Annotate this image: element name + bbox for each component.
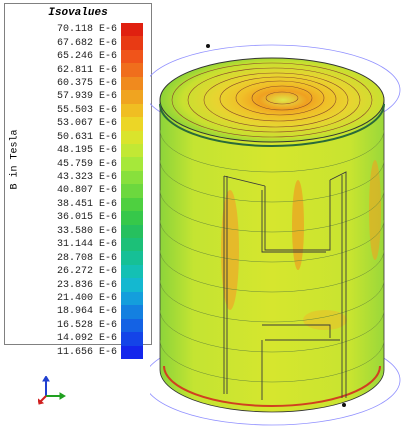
legend-title: Isovalues: [48, 7, 108, 19]
legend-value: 11.656 E-6: [56, 346, 117, 358]
legend-swatch: [121, 36, 143, 50]
legend-row: 18.964 E-6: [27, 305, 151, 319]
legend-value: 53.067 E-6: [56, 118, 117, 130]
bottom-rim-band: [163, 365, 381, 407]
legend-row: 55.503 E-6: [27, 103, 151, 118]
cylinder-side-surface: [159, 99, 385, 413]
x-axis-head: [38, 398, 45, 405]
legend-value: 62.811 E-6: [56, 64, 117, 76]
top-rim-band: [159, 103, 385, 147]
legend-swatch: [121, 143, 143, 158]
legend-list: 70.118 E-6 67.682 E-6 65.246 E-6 62.811 E-6…: [27, 23, 151, 359]
legend-value: 40.807 E-6: [56, 185, 117, 197]
cylinder-top-surface: [159, 57, 385, 143]
legend-row: 48.195 E-6: [27, 143, 151, 158]
legend-value: 23.836 E-6: [56, 279, 117, 291]
legend-row: 62.811 E-6: [27, 63, 151, 77]
legend-row: 36.015 E-6: [27, 211, 151, 225]
legend-value: 55.503 E-6: [56, 104, 117, 116]
legend-swatch: [121, 251, 143, 265]
legend-swatch: [121, 103, 143, 118]
legend-row: 57.939 E-6: [27, 90, 151, 104]
y-axis-head: [59, 392, 66, 400]
legend-value: 70.118 E-6: [56, 24, 117, 36]
legend-row: 21.400 E-6: [27, 291, 151, 306]
legend-row: 53.067 E-6: [27, 117, 151, 131]
legend-value: 21.400 E-6: [56, 292, 117, 304]
legend-value: 16.528 E-6: [56, 319, 117, 331]
legend-row: 11.656 E-6: [27, 345, 151, 359]
legend-row: 16.528 E-6: [27, 318, 151, 333]
legend-row: 60.375 E-6: [27, 76, 151, 91]
legend-row: 70.118 E-6: [27, 23, 151, 37]
legend-value: 60.375 E-6: [56, 77, 117, 89]
legend-swatch: [121, 238, 143, 252]
legend-row: 40.807 E-6: [27, 184, 151, 198]
legend-swatch: [121, 332, 143, 346]
legend-row: 26.272 E-6: [27, 264, 151, 279]
legend-value: 28.708 E-6: [56, 252, 117, 264]
legend-row: 43.323 E-6: [27, 170, 151, 185]
legend-value: 45.759 E-6: [56, 158, 117, 170]
axis-triad[interactable]: [38, 376, 68, 406]
legend-swatch: [121, 117, 143, 131]
side-contours: [159, 129, 385, 383]
legend-swatch: [121, 305, 143, 319]
legend-value: 67.682 E-6: [56, 37, 117, 49]
legend-swatch: [121, 345, 143, 359]
legend-swatch: [121, 184, 143, 198]
coil-windings: [223, 171, 347, 400]
legend-row: 31.144 E-6: [27, 238, 151, 252]
legend-row: 67.682 E-6: [27, 36, 151, 50]
legend-swatch: [121, 90, 143, 104]
legend-row: 14.092 E-6: [27, 332, 151, 346]
legend-swatch: [121, 318, 143, 333]
cylinder-field-plot[interactable]: [150, 20, 419, 443]
hot-stripe-left: [221, 190, 239, 310]
hot-patch-lower: [303, 310, 347, 330]
legend-swatch: [121, 224, 143, 238]
legend-value: 18.964 E-6: [56, 306, 117, 318]
legend-row: 33.580 E-6: [27, 224, 151, 238]
legend-value: 33.580 E-6: [56, 225, 117, 237]
legend-swatch: [121, 170, 143, 185]
top-contours: [171, 62, 373, 138]
legend-value: 43.323 E-6: [56, 172, 117, 184]
legend-swatch: [121, 63, 143, 77]
legend-value: 50.631 E-6: [56, 131, 117, 143]
legend-row: 45.759 E-6: [27, 157, 151, 171]
legend-row: 38.451 E-6: [27, 197, 151, 212]
legend-swatch: [121, 197, 143, 212]
z-axis-head: [42, 376, 50, 382]
probe-marker-bottom: [342, 403, 346, 407]
legend-swatch: [121, 76, 143, 91]
isovalues-legend: Isovalues B in Tesla 70.118 E-6 67.682 E-…: [4, 3, 152, 359]
legend-swatch: [121, 211, 143, 225]
legend-value: 36.015 E-6: [56, 212, 117, 224]
legend-swatch: [121, 130, 143, 144]
hot-stripe-mid: [292, 180, 304, 270]
legend-value: 38.451 E-6: [56, 198, 117, 210]
legend-value: 14.092 E-6: [56, 333, 117, 345]
legend-swatch: [121, 49, 143, 64]
legend-value: 31.144 E-6: [56, 239, 117, 251]
legend-row: 28.708 E-6: [27, 251, 151, 265]
hot-stripe-right: [369, 160, 381, 260]
legend-swatch: [121, 278, 143, 292]
legend-swatch: [121, 23, 143, 37]
legend-value: 26.272 E-6: [56, 266, 117, 278]
legend-value: 65.246 E-6: [56, 51, 117, 63]
legend-swatch: [121, 157, 143, 171]
legend-row: 65.246 E-6: [27, 49, 151, 64]
legend-value: 48.195 E-6: [56, 145, 117, 157]
legend-row: 23.836 E-6: [27, 278, 151, 292]
legend-swatch: [121, 291, 143, 306]
legend-row: 50.631 E-6: [27, 130, 151, 144]
probe-marker-top: [206, 44, 210, 48]
legend-swatch: [121, 264, 143, 279]
legend-unit-label: B in Tesla: [9, 129, 21, 190]
legend-value: 57.939 E-6: [56, 91, 117, 103]
